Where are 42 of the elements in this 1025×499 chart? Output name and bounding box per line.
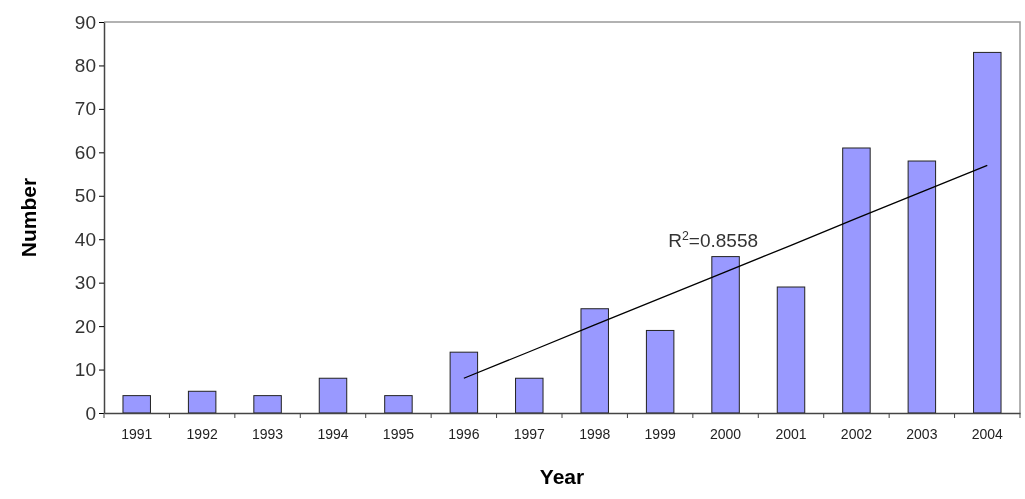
x-tick-label: 2000 — [709, 425, 742, 442]
x-tick-label: 1999 — [644, 425, 676, 442]
bar — [711, 256, 740, 414]
bar — [122, 395, 151, 414]
x-tick-label: 2003 — [906, 425, 938, 442]
x-tick-label: 1997 — [513, 425, 546, 442]
bar — [842, 147, 871, 414]
x-tick-label: 1998 — [579, 425, 611, 442]
y-tick-label: 90 — [74, 11, 96, 33]
y-tick-label: 70 — [74, 98, 96, 120]
y-axis-title: Number — [17, 177, 40, 258]
annotation: R$^{2}$=0.8558 — [668, 229, 759, 251]
x-tick-label: 1996 — [448, 425, 480, 442]
x-tick-label: 2001 — [775, 425, 807, 442]
y-tick-label: 80 — [74, 55, 96, 77]
y-tick-label: 30 — [74, 272, 96, 294]
bar — [580, 308, 609, 414]
bar — [318, 377, 348, 414]
x-tick-label: 2002 — [840, 425, 873, 442]
x-tick-label: 1991 — [121, 425, 153, 442]
y-tick-label: 0 — [85, 402, 96, 424]
bar — [776, 286, 806, 414]
bar — [907, 160, 937, 414]
x-axis-title: Year — [539, 465, 585, 488]
bar — [515, 377, 544, 414]
bar — [645, 329, 675, 414]
line-series — [463, 164, 988, 379]
bar — [253, 395, 282, 414]
x-tick-label: 1992 — [186, 425, 218, 442]
y-tick-label: 50 — [74, 185, 96, 207]
x-tick-label: 1995 — [382, 425, 415, 442]
y-tick-label: 60 — [74, 141, 96, 163]
bar — [449, 351, 479, 414]
y-tick-label: 10 — [74, 359, 96, 381]
y-tick-label: 40 — [74, 228, 96, 250]
x-tick-label: 2004 — [971, 425, 1004, 442]
y-tick-label: 20 — [74, 315, 96, 337]
bar — [187, 390, 217, 414]
bar — [384, 395, 413, 414]
x-tick-label: 1994 — [317, 425, 349, 442]
x-tick-label: 1993 — [251, 425, 284, 442]
bar — [973, 51, 1002, 414]
